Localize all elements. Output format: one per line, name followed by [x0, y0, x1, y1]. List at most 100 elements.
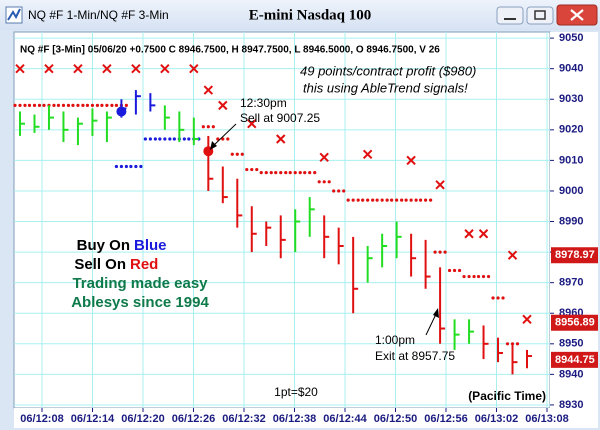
stop-dot [187, 137, 191, 141]
stop-dot [226, 137, 230, 141]
stop-dot [400, 198, 404, 202]
x-tick-label: 06/12:14 [71, 413, 115, 425]
window-title: NQ #F 1-Min/NQ #F 3-Min [28, 8, 169, 22]
price-flag-label: 8956.89 [555, 317, 595, 329]
stop-dot [303, 171, 307, 175]
stop-dot [105, 103, 109, 107]
stop-dot [76, 103, 80, 107]
stop-dot [288, 171, 292, 175]
stop-dot [501, 296, 505, 300]
price-flag [551, 314, 598, 331]
stop-dot [491, 296, 495, 300]
stop-dot [414, 198, 418, 202]
y-tick-label: 9010 [559, 154, 583, 166]
stop-dot [462, 274, 466, 279]
stop-dot [264, 171, 268, 175]
info-line: NQ #F [3-Min] 05/06/20 +0.7500 C 8946.75… [20, 45, 440, 56]
stop-dot [119, 164, 123, 169]
stop-dot [443, 250, 447, 254]
stop-dot [390, 198, 394, 202]
y-tick-label: 8940 [559, 368, 583, 380]
stop-dot [298, 171, 302, 175]
stop-dot [95, 103, 100, 107]
stop-dot [481, 274, 486, 279]
x-tick-label: 06/12:26 [172, 413, 215, 425]
price-flag [551, 247, 598, 264]
annotation: 1pt=$20 [274, 385, 318, 399]
annotation: 1:00pm [375, 333, 415, 347]
stop-dot [230, 152, 234, 156]
stop-dot [148, 137, 152, 141]
tagline: Trading made easy [72, 275, 208, 292]
stop-dot [211, 125, 215, 129]
x-signal [464, 229, 474, 239]
x-signal [15, 63, 25, 74]
price-axis [550, 32, 598, 408]
x-tick-label: 06/12:20 [121, 413, 164, 425]
stop-dot [158, 137, 162, 141]
x-signal [507, 250, 518, 260]
stop-dot [221, 137, 225, 141]
x-signal [189, 63, 199, 74]
stop-dot [447, 268, 452, 273]
arrowhead [433, 308, 439, 318]
chart-title: E-mini Nasdaq 100 [249, 7, 372, 23]
arrow [211, 123, 237, 148]
x-tick-label: 06/12:56 [424, 413, 467, 425]
x-signal [131, 63, 141, 74]
stop-dot [153, 137, 157, 141]
legend-text: Sell On [74, 256, 126, 273]
time-axis [14, 408, 598, 428]
stop-dot [409, 198, 413, 202]
price-flag-label: 8978.97 [555, 249, 595, 261]
stop-dot [322, 180, 326, 184]
stop-dot [110, 103, 114, 107]
stop-dot [457, 268, 462, 273]
x-tick-label: 06/12:38 [273, 413, 316, 425]
close-glyph [570, 9, 584, 21]
x-tick-label: 06/13:08 [525, 413, 568, 425]
stop-dot [66, 103, 71, 107]
stop-dot [419, 198, 423, 202]
stop-dot [23, 103, 27, 107]
annotation: this using AbleTrend signals! [303, 80, 468, 95]
x-signal [478, 229, 489, 239]
stop-dot [124, 103, 128, 107]
stop-dot [216, 137, 220, 141]
stop-dot [255, 167, 259, 172]
stop-dot [134, 164, 138, 169]
stop-dot [351, 198, 355, 202]
stop-dot [279, 171, 283, 175]
x-tick-label: 06/12:08 [20, 413, 63, 425]
stop-dot [27, 103, 32, 107]
stop-dot [467, 274, 471, 279]
stop-dot [395, 198, 399, 202]
signal-marker [116, 106, 127, 117]
y-tick-label: 9040 [559, 63, 583, 75]
stop-dot [259, 171, 263, 175]
stop-dot [201, 125, 205, 129]
stop-dot [182, 137, 186, 141]
stop-dot [100, 103, 104, 107]
stop-dot [380, 198, 384, 202]
app-icon-glyph [7, 8, 21, 21]
stop-dot [90, 103, 95, 107]
maximize-button[interactable] [526, 6, 554, 25]
x-tick-label: 06/12:32 [222, 413, 265, 425]
stop-dot [429, 198, 433, 202]
x-signal [406, 155, 416, 166]
stop-dot [81, 103, 85, 107]
minimize-button[interactable] [496, 6, 524, 25]
stop-dot [452, 268, 457, 273]
stop-dot [356, 198, 360, 202]
stop-dot [52, 103, 56, 107]
stop-dot [496, 296, 500, 300]
stop-dot [114, 164, 118, 169]
x-tick-label: 06/12:50 [374, 413, 417, 425]
stop-dot [32, 103, 37, 107]
x-signal [203, 85, 214, 95]
legend-text: Red [130, 256, 158, 273]
legend-text: Blue [134, 237, 167, 254]
stop-dot [337, 189, 341, 193]
stop-dot [505, 342, 510, 346]
